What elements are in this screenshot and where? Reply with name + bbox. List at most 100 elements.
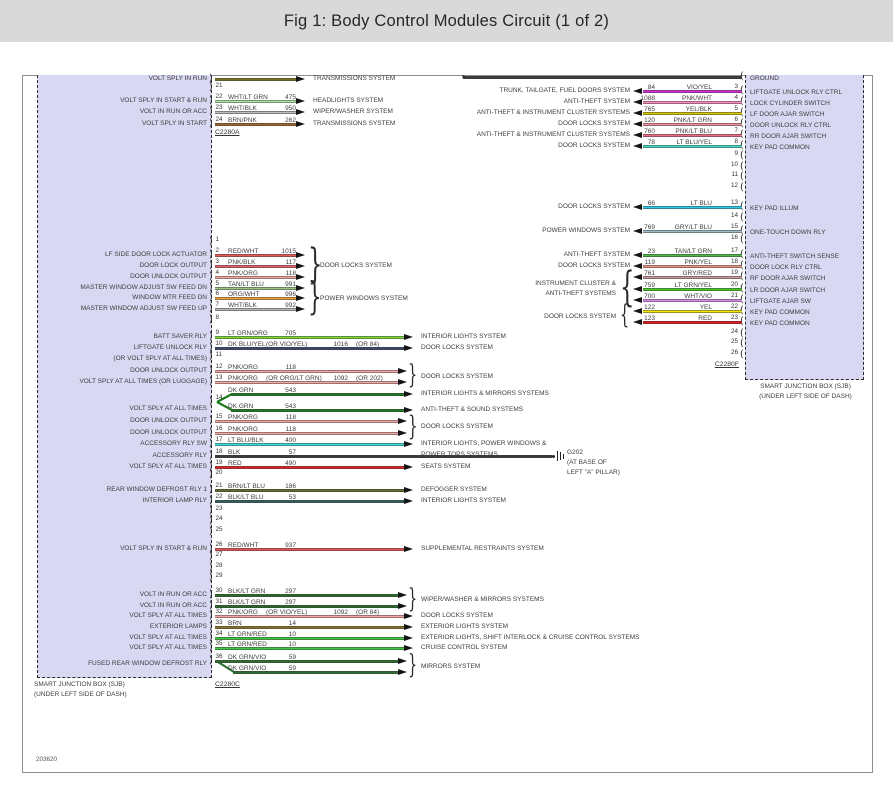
wire [643, 205, 742, 209]
box-pin-label: ONE-TOUCH DOWN RLY [750, 228, 826, 236]
pin-number: 35 [215, 640, 223, 647]
group-brace: } [408, 584, 418, 614]
wire-arrow [633, 318, 642, 325]
wire-color-label: BLK/LT BLU [228, 493, 264, 501]
wire-arrow [633, 98, 642, 105]
system-label: DEFOGGER SYSTEM [421, 486, 487, 494]
wire-color-label: YEL [699, 303, 712, 311]
wire-color-label: PNK/WHT [682, 94, 712, 102]
wire-color-label: BLK/LT GRN [228, 587, 266, 595]
pin-bracket: ( [740, 160, 744, 172]
system-label: ANTI-THEFT SYSTEMS [545, 290, 616, 298]
circuit-number: 297 [285, 587, 296, 595]
wire-color-label: RED [698, 314, 712, 322]
wire-arrow [404, 634, 413, 641]
circuit-number: 996 [285, 290, 296, 298]
wire [215, 253, 296, 257]
document-number: 203620 [36, 756, 58, 763]
pin-function-label: VOLT SPLY IN START & RUN [120, 97, 207, 104]
title-bar: Fig 1: Body Control Modules Circuit (1 o… [0, 0, 893, 42]
pin-bracket: ) [209, 350, 213, 362]
system-label: SEATS SYSTEM [421, 463, 471, 471]
pin-bracket: ) [209, 571, 213, 583]
pin-bracket: ) [209, 525, 213, 537]
wire-arrow [404, 440, 413, 447]
wire [215, 547, 404, 551]
wire-arrow [398, 429, 407, 436]
pin-bracket: ) [209, 94, 213, 106]
pin-bracket: ) [209, 248, 213, 260]
pin-bracket: ) [209, 259, 213, 271]
system-label: ANTI-THEFT SYSTEM [563, 98, 630, 106]
wire-arrow [296, 251, 305, 258]
pin-bracket: ) [209, 483, 213, 495]
pin-number: 28 [215, 561, 223, 569]
wire [233, 670, 398, 674]
wire-color-label: PNK/ORG [228, 374, 258, 382]
wire-color-label: RED [228, 459, 242, 467]
wire-arrow [296, 273, 305, 280]
circuit-number: 490 [285, 459, 296, 467]
wire-arrow [633, 251, 642, 258]
wire-color-label: VIO/YEL [686, 83, 712, 91]
pin-function-label: MASTER WINDOW ADJUST SW FEED DN [80, 284, 207, 291]
group-brace: { [620, 300, 630, 330]
pin-bracket: ( [740, 233, 744, 245]
box-pin-label: LOCK CYLINDER SWITCH [750, 99, 830, 107]
pin-function-label: LIFTGATE UNLOCK RLY [133, 344, 207, 351]
wire [463, 75, 742, 79]
pin-bracket: ) [209, 395, 213, 407]
circuit-number: 400 [285, 436, 296, 444]
pin-number: 15 [215, 413, 223, 420]
circuit-number: 57 [288, 448, 296, 456]
wire [231, 408, 404, 412]
wire [215, 454, 552, 458]
system-label: TRUNK, TAILGATE, FUEL DOORS SYSTEM [499, 87, 630, 95]
ground-location-1: (AT BASE OF [567, 459, 607, 466]
circuit-number: 1092 [333, 608, 348, 616]
system-label: WIPER/WASHER & MIRRORS SYSTEMS [421, 596, 544, 604]
pin-bracket: ) [209, 449, 213, 461]
wire-arrow [633, 109, 642, 116]
wire [215, 264, 296, 268]
wire [215, 307, 296, 311]
system-label: INTERIOR LIGHTS & MIRRORS SYSTEMS [421, 390, 549, 398]
box-pin-label: DOOR LOCK RLY CTRL [750, 263, 822, 271]
wire-arrow [398, 602, 407, 609]
wire-arrow [398, 657, 407, 664]
pin-bracket: ) [209, 599, 213, 611]
wire-color-label: PNK/LT BLU [675, 127, 712, 135]
system-label: POWER TOPS SYSTEMS [421, 450, 498, 460]
wire-color-label: GRY/LT BLU [674, 223, 712, 231]
pin-bracket: ) [209, 561, 213, 573]
circuit-number: 705 [285, 329, 296, 337]
wire [643, 100, 742, 104]
wire [215, 77, 296, 81]
pin-number: 30 [215, 587, 223, 594]
pin-bracket: ) [209, 654, 213, 666]
pin-bracket: ) [209, 514, 213, 526]
pin-bracket: ) [209, 641, 213, 653]
wire-arrow [296, 262, 305, 269]
pin-bracket: ( [740, 348, 744, 360]
pin-function-label: FUSED REAR WINDOW DEFROST RLY [88, 660, 207, 667]
pin-number: 13 [730, 199, 738, 206]
wire [215, 380, 398, 384]
system-label: DOOR LOCKS SYSTEM [421, 423, 493, 431]
group-brace: } [408, 410, 418, 442]
wire [215, 419, 398, 423]
wire-color-label: DK GRN/VIO [228, 664, 267, 672]
wire-arrow [633, 120, 642, 127]
wire-arrow [633, 227, 642, 234]
group-brace: { [620, 263, 635, 311]
box-pin-label: RR DOOR AJAR SWITCH [750, 132, 827, 140]
pin-number: 14 [215, 394, 223, 401]
wire-arrow [404, 406, 413, 413]
pin-bracket: ) [209, 542, 213, 554]
pin-function-label: VOLT SPLY AT ALL TIMES [129, 463, 207, 470]
system-label: MIRRORS SYSTEM [421, 663, 481, 671]
pin-number: 10 [730, 160, 738, 168]
pin-number: 3 [215, 258, 220, 265]
alt-circuit-number: (OR 202) [356, 374, 383, 382]
wire [215, 659, 398, 663]
